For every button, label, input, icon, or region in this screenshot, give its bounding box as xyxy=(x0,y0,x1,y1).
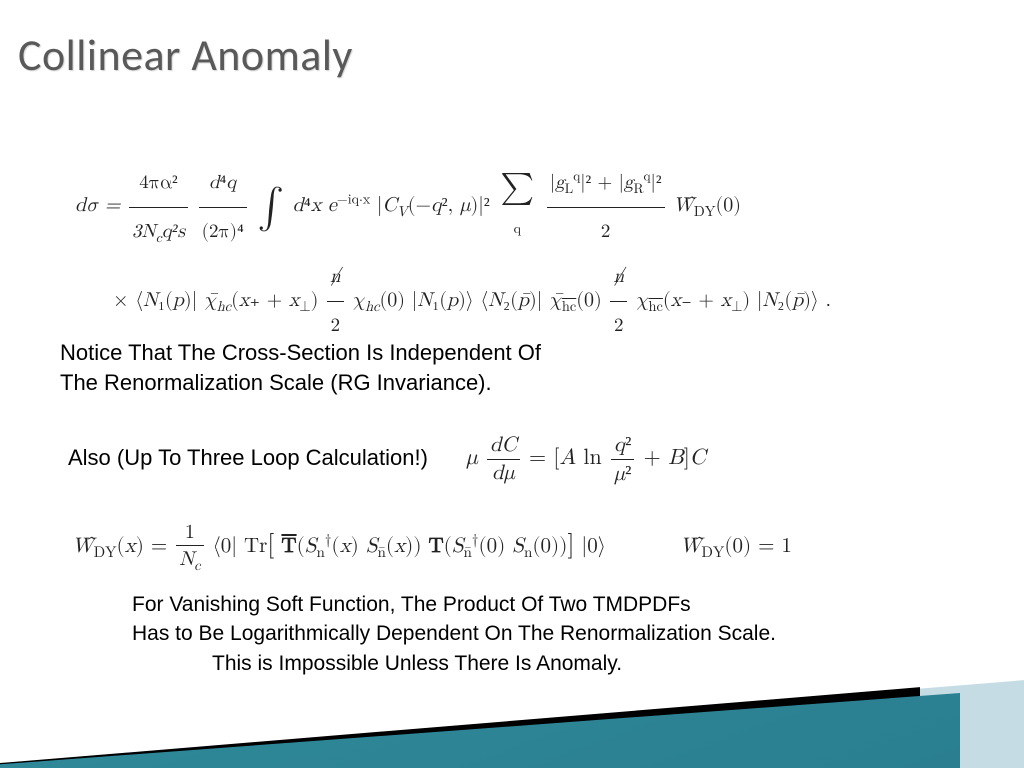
eq3-f1-num: 1 xyxy=(176,520,203,546)
eq1-f1-num: 4πα² xyxy=(129,160,188,208)
eq2-f2-den: μ² xyxy=(611,460,634,487)
eq1-dsigma: dσ = xyxy=(75,195,127,215)
note-three-loop: Also (Up To Three Loop Calculation!) xyxy=(68,445,428,471)
note1-line1: Notice That The Cross-Section Is Indepen… xyxy=(60,338,541,368)
eq1-ns2-n: n xyxy=(610,254,627,302)
slide-title: Collinear Anomaly xyxy=(18,28,353,82)
note1-line2: The Renormalization Scale (RG Invariance… xyxy=(60,368,541,398)
eq1-frac-couplings: |gLq|² + |gRq|² 2 xyxy=(547,160,665,254)
note3-line1: For Vanishing Soft Function, The Product… xyxy=(132,590,776,619)
eq1-f3-num: |gLq|² + |gRq|² xyxy=(547,160,665,208)
eq1-lhs: dσ = 4πα² 3Ncq²s d⁴q (2π)⁴ ∫ d⁴x e−iq·x … xyxy=(75,195,741,215)
eq1-d4x: d xyxy=(293,195,304,215)
eq1-line2: × ⟨N₁(p)| χ̄hc(x₊ + x⊥) n 2 χhc(0) |N₁(p… xyxy=(75,290,831,310)
sum-symbol: ∑ q xyxy=(500,167,534,247)
eq3-frac-nc: 1 Nc xyxy=(176,520,203,575)
eq1-nslash2: n 2 xyxy=(610,254,627,348)
eq2-frac-dc: dC dμ xyxy=(487,433,520,486)
eq1-cv: |CV(−q², μ)|² xyxy=(377,195,497,215)
eq2-f1-num: dC xyxy=(487,433,520,460)
sum-index: q xyxy=(500,213,534,247)
eq2-f2-num: q² xyxy=(611,432,634,460)
eq2-mu: μ xyxy=(466,447,478,469)
note-anomaly: For Vanishing Soft Function, The Product… xyxy=(132,590,776,678)
eq1-ns2-d: 2 xyxy=(610,302,627,349)
eq1-ns1-n: n xyxy=(327,254,344,302)
equation-wdy: ŴDY(x) = 1 Nc ⟨0| Tr[ T(Sn†(x) Sn̄(x)) T… xyxy=(72,520,792,575)
eq1-frac-alpha: 4πα² 3Ncq²s xyxy=(129,160,188,254)
eq1-frac-d4q: d⁴q (2π)⁴ xyxy=(199,160,247,254)
eq1-exp: −iq·x xyxy=(337,193,370,207)
eq3-f1-den: Nc xyxy=(176,546,203,575)
eq2-frac-q2: q² μ² xyxy=(611,432,634,487)
eq3-right: ŴDY(0) = 1 xyxy=(680,536,792,557)
integral-symbol: ∫ xyxy=(257,191,284,223)
eq1-f3-den: 2 xyxy=(547,208,665,255)
eq1-nslash1: n 2 xyxy=(327,254,344,348)
decor-triangle-teal xyxy=(0,693,960,768)
note3-line2: Has to Be Logarithmically Dependent On T… xyxy=(132,619,776,648)
eq1-f2-num: d⁴q xyxy=(199,160,247,208)
equation-rg: μ dC dμ = [A ln q² μ² + B]C xyxy=(466,432,706,487)
eq2-f1-den: dμ xyxy=(487,460,520,486)
eq1-f1-den: 3Ncq²s xyxy=(129,208,188,255)
note-rg-invariance: Notice That The Cross-Section Is Indepen… xyxy=(60,338,541,397)
note3-line3: This is Impossible Unless There Is Anoma… xyxy=(132,649,776,678)
eq1-f2-den: (2π)⁴ xyxy=(199,208,247,255)
eq1-wdy: ŴDY(0) xyxy=(673,195,741,215)
equation-cross-section: dσ = 4πα² 3Ncq²s d⁴q (2π)⁴ ∫ d⁴x e−iq·x … xyxy=(75,160,975,348)
